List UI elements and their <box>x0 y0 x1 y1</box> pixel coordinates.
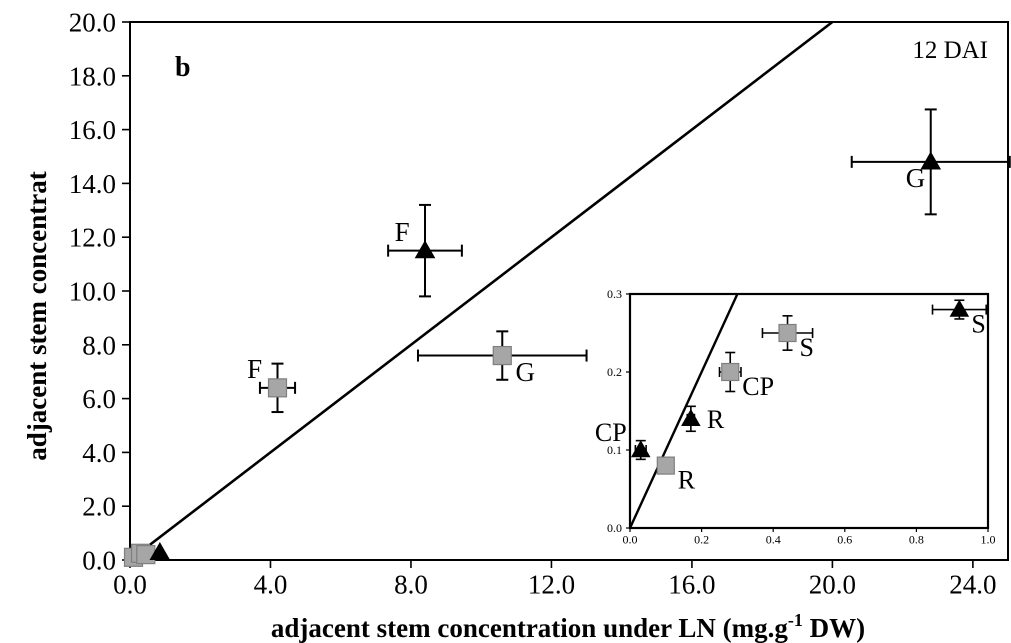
main-point-label: F <box>395 217 410 247</box>
inset-x-tick-label: 0.8 <box>909 532 924 546</box>
inset-x-tick-label: 0.0 <box>623 532 638 546</box>
y-axis-title: adjacent stem concentrat <box>22 171 52 460</box>
inset-triangle-marker <box>630 440 651 458</box>
main-triangle-marker <box>414 240 436 259</box>
inset-point-label: R <box>707 405 725 434</box>
main-x-tick-label: 12.0 <box>528 570 575 600</box>
main-y-tick-label: 6.0 <box>82 384 116 414</box>
main-point-label: G <box>515 357 535 387</box>
inset-x-tick-label: 0.6 <box>837 532 852 546</box>
inset-point-label: S <box>800 333 814 362</box>
main-x-tick-label: 8.0 <box>394 570 428 600</box>
x-axis-title-main: adjacent stem concentration under LN (mg… <box>271 613 788 643</box>
inset-square-marker <box>656 456 675 475</box>
inset-point-label: CP <box>742 372 774 401</box>
main-y-tick-label: 8.0 <box>82 330 116 360</box>
main-y-tick-label: 10.0 <box>69 276 116 306</box>
main-square-marker <box>267 378 288 398</box>
inset-triangle-marker <box>949 299 970 317</box>
main-y-tick-label: 2.0 <box>82 492 116 522</box>
inset-y-tick-label: 0.3 <box>607 287 622 301</box>
main-y-tick-label: 14.0 <box>69 169 116 199</box>
x-axis-title-end: DW) <box>803 613 865 643</box>
main-x-tick-label: 24.0 <box>949 570 996 600</box>
panel-label: b <box>175 52 191 83</box>
main-x-tick-label: 0.0 <box>113 570 147 600</box>
inset-y-tick-label: 0.2 <box>607 365 622 379</box>
inset-x-tick-label: 0.4 <box>766 532 781 546</box>
inset-point-label: S <box>971 310 985 339</box>
inset-point-label: CP <box>595 418 627 447</box>
inset-triangle-marker <box>681 408 701 426</box>
main-y-tick-label: 12.0 <box>69 223 116 253</box>
inset-reference-line <box>630 294 739 528</box>
main-y-tick-label: 20.0 <box>69 7 116 37</box>
main-point-label: F <box>247 354 262 384</box>
inset-x-tick-label: 0.2 <box>694 532 709 546</box>
timepoint-annotation: 12 DAI <box>912 37 988 64</box>
main-x-tick-label: 16.0 <box>668 570 715 600</box>
main-reference-line <box>130 22 834 560</box>
inset-y-tick-label: 0.1 <box>607 443 622 457</box>
main-y-tick-label: 4.0 <box>82 438 116 468</box>
inset-x-tick-label: 1.0 <box>981 532 996 546</box>
main-y-tick-label: 18.0 <box>69 61 116 91</box>
inset-point-label: R <box>678 466 696 495</box>
main-square-marker <box>136 545 156 565</box>
main-y-tick-label: 0.0 <box>82 545 116 575</box>
main-triangle-marker <box>920 151 942 170</box>
inset-square-marker <box>721 362 740 382</box>
inset-y-tick-label: 0.0 <box>607 521 622 535</box>
x-axis-title: adjacent stem concentration under LN (mg… <box>271 610 865 643</box>
inset-plot: 0.0 0.1 0.2 0.3 0.0 0.2 0.4 0.6 0.8 1.0 R CP S CP R S <box>595 287 996 546</box>
inset-square-marker <box>778 323 797 343</box>
main-point-label: G <box>906 163 926 193</box>
main-triangle-marker <box>149 542 171 561</box>
main-plot: 0.0 2.0 4.0 6.0 8.0 10.0 12.0 14.0 16.0 18.0 20.0 0… <box>69 7 1011 600</box>
main-x-tick-label: 20.0 <box>809 570 856 600</box>
main-y-tick-label: 16.0 <box>69 115 116 145</box>
main-x-tick-label: 4.0 <box>254 570 288 600</box>
x-axis-title-superscript: -1 <box>788 610 803 630</box>
main-square-marker <box>492 345 512 366</box>
